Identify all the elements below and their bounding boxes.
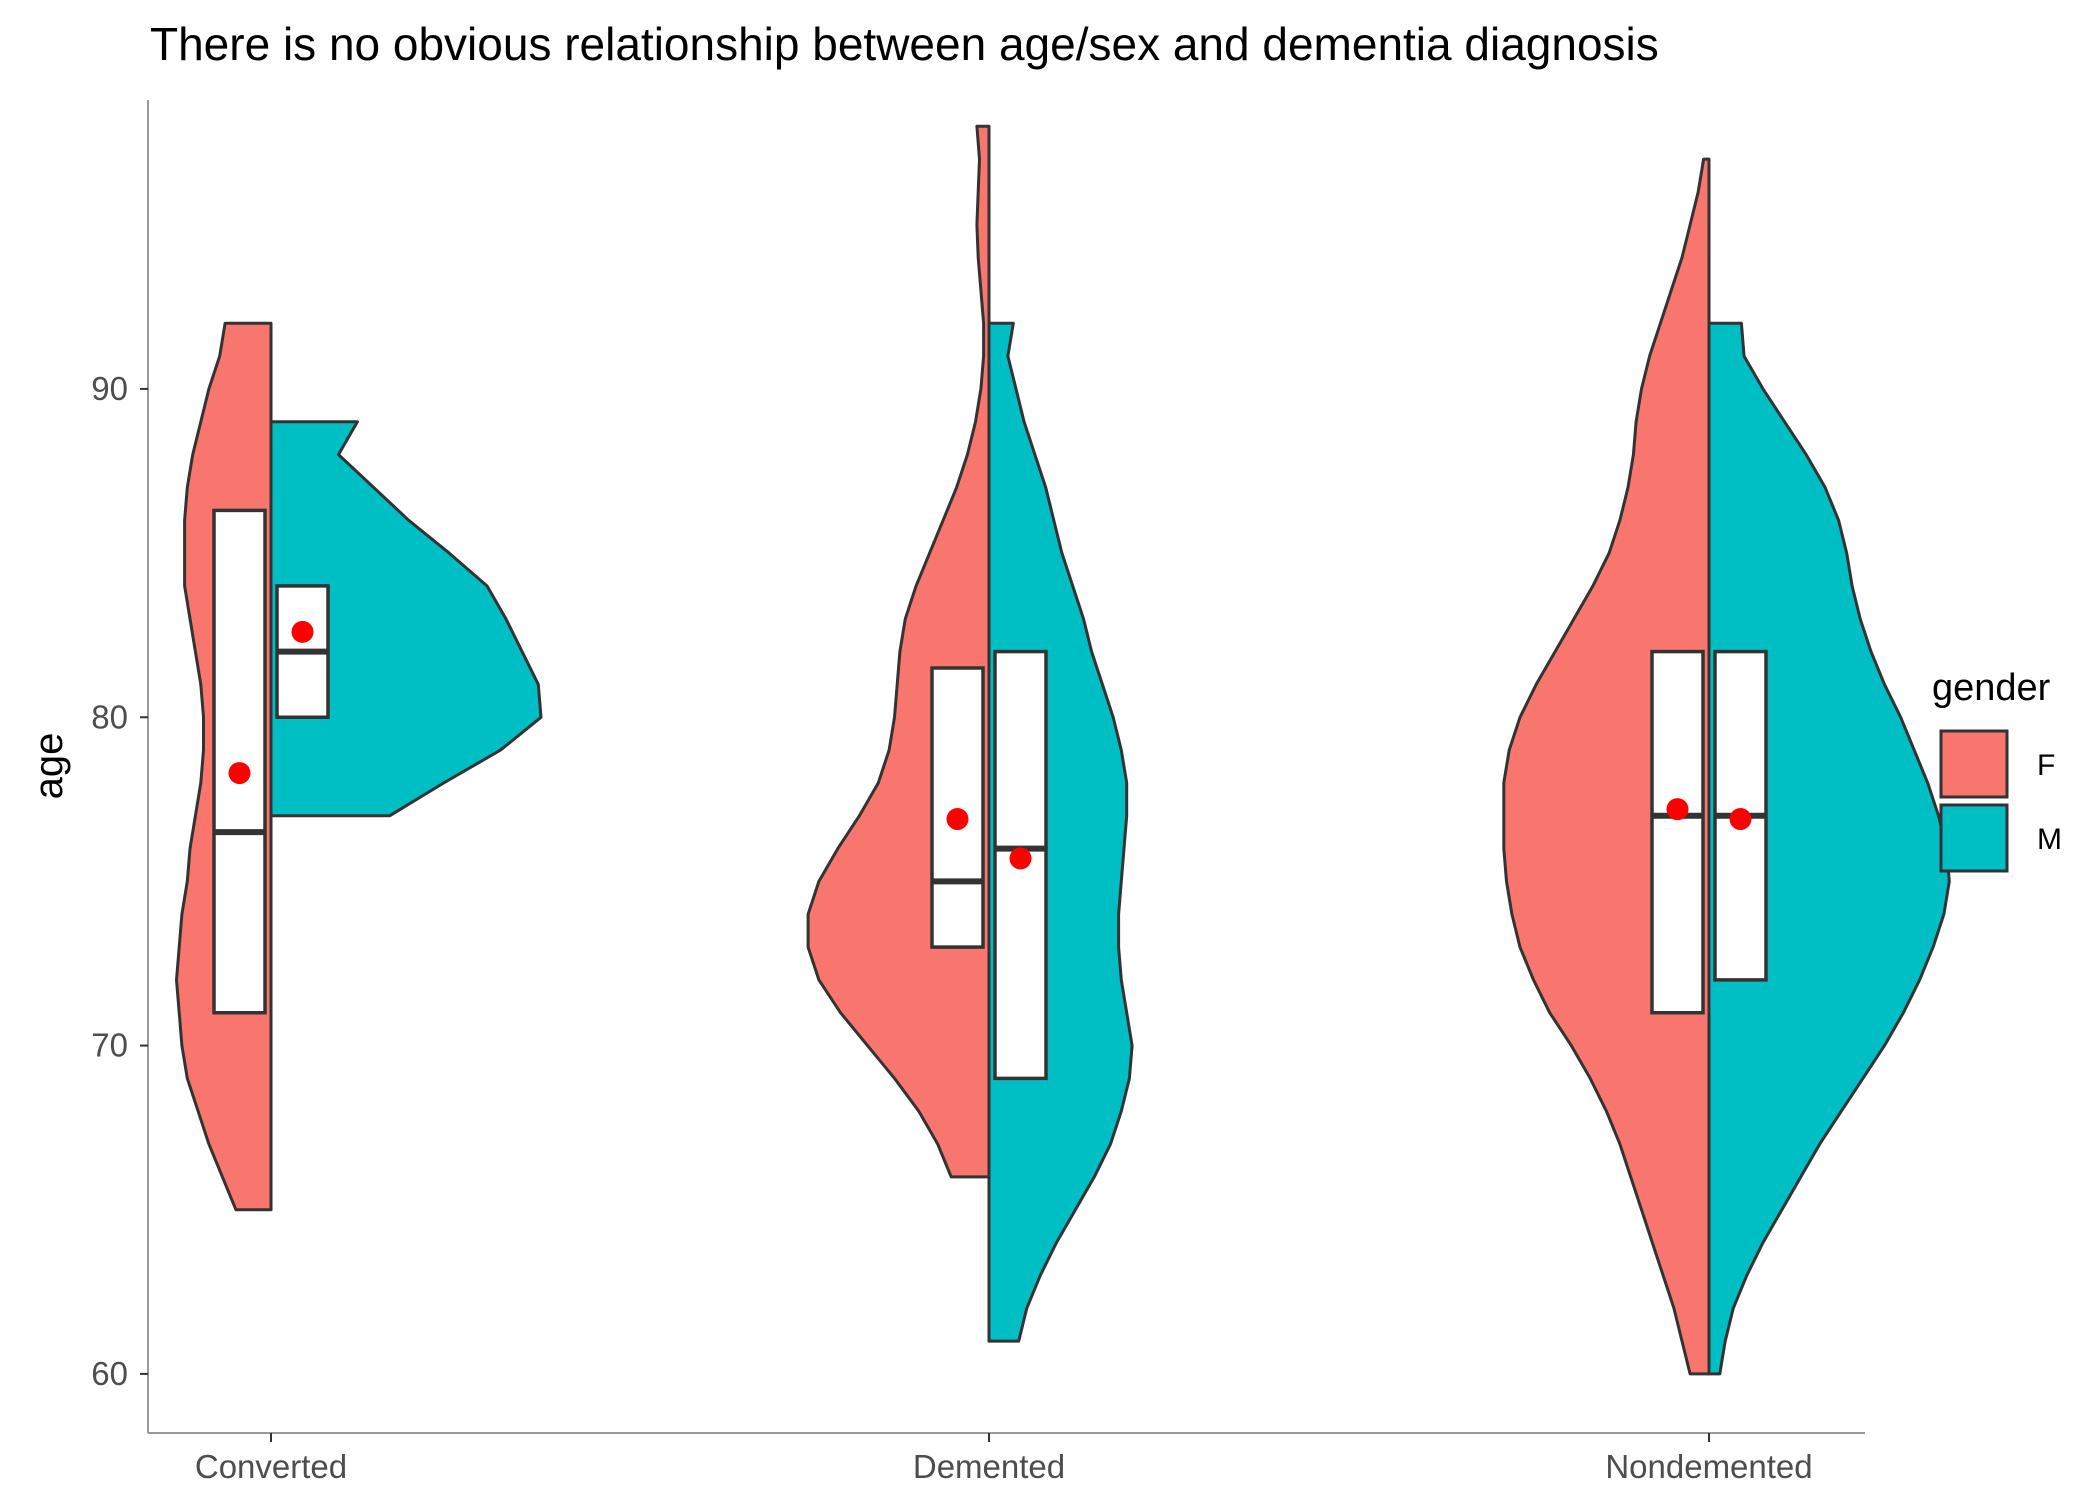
- legend-key-m: [1939, 803, 2009, 873]
- mean-point-m-converted: [291, 620, 314, 643]
- y-tick-label-80: 80: [91, 698, 128, 735]
- mean-point-m-demented: [1009, 847, 1032, 870]
- y-tick-label-90: 90: [91, 370, 128, 407]
- legend-key-f: [1939, 729, 2009, 799]
- legend-label-f: F: [2037, 749, 2055, 782]
- mean-point-f-converted: [228, 762, 251, 785]
- mean-point-f-nondemented: [1666, 798, 1689, 821]
- box-f-nondemented: [1650, 649, 1705, 1015]
- legend-title: gender: [1932, 667, 2051, 709]
- x-tick-label-demented: Demented: [913, 1448, 1065, 1485]
- x-axis: Converted Demented Nondemented: [148, 1432, 1865, 1485]
- legend-items: FM: [1939, 729, 2062, 873]
- violin-m-converted: [269, 420, 543, 818]
- y-axis: 60 70 80 90: [91, 100, 149, 1433]
- mean-point-f-demented: [946, 808, 969, 831]
- box-f-converted: [212, 508, 267, 1015]
- x-tick-label-nondemented: Nondemented: [1605, 1448, 1812, 1485]
- legend: gender FM: [1932, 667, 2062, 873]
- legend-label-m: M: [2037, 823, 2062, 856]
- y-axis-title: age: [27, 733, 71, 800]
- mean-point-m-nondemented: [1729, 808, 1752, 831]
- violin-f-nondemented: [1502, 157, 1711, 1376]
- means-layer: [228, 620, 1752, 870]
- box-f-demented: [930, 666, 985, 949]
- violin-m-demented: [987, 321, 1134, 1343]
- y-tick-label-60: 60: [91, 1355, 128, 1392]
- x-tick-label-converted: Converted: [195, 1448, 347, 1485]
- plot-panel: [175, 124, 1951, 1376]
- violin-f-demented: [806, 124, 991, 1179]
- chart-title: There is no obvious relationship between…: [150, 18, 1659, 70]
- y-tick-label-70: 70: [91, 1027, 128, 1064]
